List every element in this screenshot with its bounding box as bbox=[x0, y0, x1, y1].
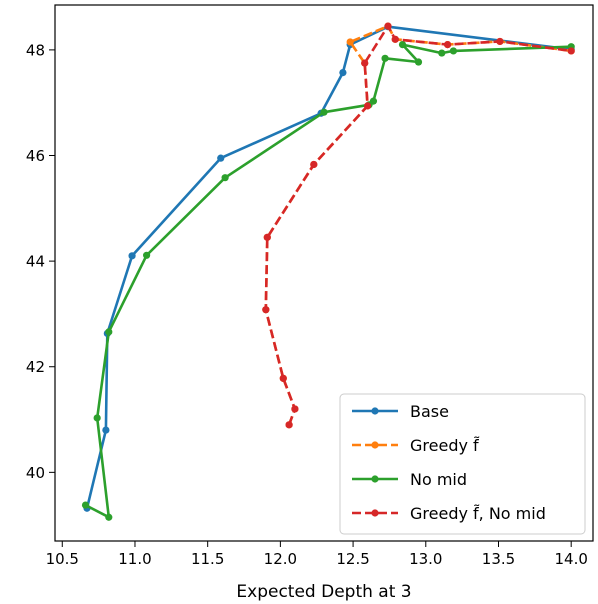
x-tick-label: 13.5 bbox=[482, 550, 515, 568]
data-point bbox=[221, 174, 229, 182]
x-tick-label: 10.5 bbox=[46, 550, 79, 568]
legend-label: Greedy f̃, No mid bbox=[410, 504, 546, 523]
data-point bbox=[279, 374, 287, 382]
data-point bbox=[128, 252, 136, 260]
data-point bbox=[93, 414, 101, 422]
series-line bbox=[85, 25, 572, 509]
data-point bbox=[262, 306, 270, 314]
y-axis-ticks: 40 42 44 46 48 bbox=[26, 41, 55, 482]
data-point bbox=[263, 233, 271, 241]
data-point bbox=[369, 97, 378, 105]
y-tick-label: 40 bbox=[26, 464, 45, 482]
legend-entry-no-mid: No mid bbox=[352, 470, 467, 489]
x-tick-label: 12.5 bbox=[336, 550, 369, 568]
data-point bbox=[339, 68, 347, 77]
data-point bbox=[496, 37, 504, 46]
legend-marker bbox=[371, 509, 379, 517]
legend-label: No mid bbox=[410, 470, 467, 489]
legend-marker bbox=[371, 441, 379, 449]
legend-entries: Base Greedy f̃ No mid Greedy f̃, No mid bbox=[352, 402, 546, 523]
legend-entry-base: Base bbox=[352, 402, 449, 421]
x-tick-label: 11.5 bbox=[191, 550, 224, 568]
data-point bbox=[567, 47, 575, 55]
data-point bbox=[391, 35, 399, 43]
data-point bbox=[291, 405, 299, 413]
x-axis-ticks: 10.5 11.0 11.5 12.0 12.5 13.0 13.5 14.0 bbox=[46, 541, 588, 568]
legend-label: Base bbox=[410, 402, 449, 421]
legend: Base Greedy f̃ No mid Greedy f̃, No mid bbox=[339, 393, 586, 535]
data-point bbox=[346, 38, 354, 46]
legend-entry-greedy-f: Greedy f̃ bbox=[352, 436, 480, 455]
data-point bbox=[143, 251, 151, 259]
x-axis-label: Expected Depth at 3 bbox=[236, 582, 411, 602]
data-point bbox=[310, 160, 318, 169]
data-point bbox=[443, 41, 452, 49]
data-point bbox=[414, 58, 423, 66]
data-point bbox=[217, 154, 225, 162]
data-point bbox=[105, 328, 113, 336]
data-point bbox=[381, 54, 389, 62]
legend-label: Greedy f̃ bbox=[410, 436, 480, 455]
legend-marker bbox=[371, 407, 379, 415]
data-point bbox=[105, 513, 113, 521]
legend-entry-greedy-f-no-mid: Greedy f̃, No mid bbox=[352, 504, 546, 523]
y-tick-label: 48 bbox=[26, 41, 45, 59]
data-point bbox=[361, 59, 369, 67]
data-point bbox=[81, 501, 90, 509]
y-tick-label: 42 bbox=[26, 358, 45, 376]
y-tick-label: 46 bbox=[26, 147, 45, 165]
data-point bbox=[364, 102, 372, 110]
series-greedy-f-no-mid bbox=[262, 22, 575, 429]
plot-frame bbox=[54, 4, 594, 542]
data-point bbox=[384, 22, 392, 30]
x-tick-label: 13.0 bbox=[409, 550, 442, 568]
series-layer bbox=[81, 22, 575, 521]
y-tick-label: 44 bbox=[26, 253, 45, 271]
data-point bbox=[438, 49, 446, 57]
data-point bbox=[285, 421, 293, 429]
data-point bbox=[398, 41, 407, 49]
legend-box bbox=[339, 393, 586, 535]
data-point bbox=[449, 47, 458, 55]
legend-marker bbox=[371, 475, 379, 483]
data-point bbox=[102, 426, 110, 434]
x-tick-label: 11.0 bbox=[118, 550, 151, 568]
x-tick-label: 14.0 bbox=[554, 550, 587, 568]
data-point bbox=[320, 108, 328, 116]
x-tick-label: 12.0 bbox=[264, 550, 297, 568]
